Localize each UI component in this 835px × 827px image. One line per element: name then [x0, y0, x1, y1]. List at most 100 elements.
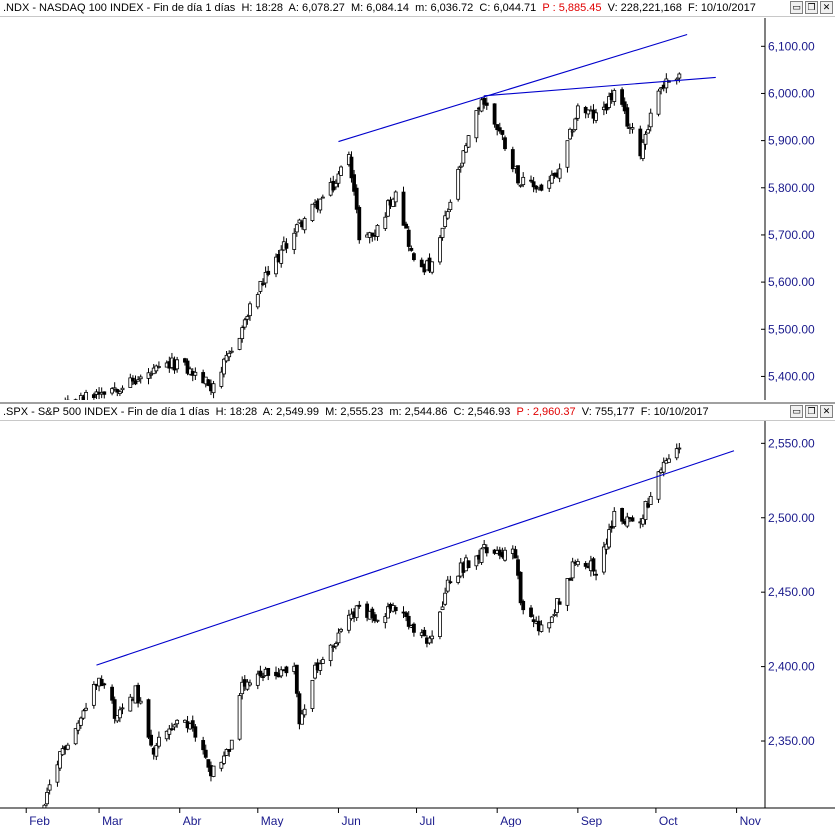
x-tick-label: Jul [420, 814, 435, 827]
spx-candle-body [443, 592, 448, 605]
ndx-candle-body [612, 90, 617, 102]
spx-candle-body [339, 628, 343, 632]
ndx-candle-body [386, 200, 390, 217]
spx-candle-body [570, 561, 575, 579]
spx-candle-body [203, 749, 208, 758]
spx-candle-body [73, 728, 78, 745]
spx-candle-body [438, 611, 442, 637]
top-m: M: 6,084.14 [350, 2, 410, 14]
spx-candle-body [430, 635, 435, 640]
ndx-candle-body [570, 130, 575, 133]
top-restore-button[interactable]: ❐ [805, 1, 818, 14]
top-minimize-button[interactable]: ▭ [790, 1, 803, 14]
ndx-candle-body [383, 216, 388, 229]
ndx-candle-body [448, 201, 453, 211]
bottom-minimize-button[interactable]: ▭ [790, 405, 803, 418]
ndx-candle-body [84, 392, 88, 400]
ndx-ytick-label: 6,000.00 [768, 86, 815, 100]
spx-candle-body [336, 632, 341, 644]
spx-candle-body [427, 637, 432, 644]
spx-candle-body [648, 495, 653, 505]
ndx-candle-body [117, 391, 122, 394]
spx-candle-body [313, 664, 317, 679]
spx-candle-body [547, 622, 552, 629]
x-tick-label: Mar [102, 814, 123, 827]
x-tick-label: Abr [183, 814, 202, 827]
bottom-mm: m: 2,544.86 [389, 406, 448, 418]
spx-candle-body [583, 563, 588, 567]
spx-candle-body [206, 759, 211, 768]
spx-ytick-label: 2,550.00 [768, 436, 815, 450]
ndx-trendline [484, 76, 716, 97]
bottom-close-button[interactable]: ✕ [820, 405, 833, 418]
spx-candle-body [81, 710, 86, 719]
ndx-candle-body [333, 183, 338, 188]
ndx-candle-body [274, 256, 278, 275]
ndx-candle-body [237, 337, 242, 350]
ndx-candle-body [575, 105, 580, 119]
ndx-candle-body [503, 137, 507, 150]
ndx-candle-body [263, 271, 268, 284]
spx-candle-body [302, 708, 307, 716]
ndx-ytick-label: 5,500.00 [768, 322, 815, 336]
spx-candle-body [245, 681, 250, 690]
top-window-buttons: ▭ ❐ ✕ [790, 1, 833, 14]
ndx-candle-body [77, 405, 80, 407]
spx-candle-body [445, 579, 450, 592]
ndx-candle-body [630, 127, 635, 130]
spx-candle-body [404, 612, 409, 618]
spx-candle-body [346, 614, 351, 631]
spx-candle-body [229, 739, 234, 750]
ndx-candle-body [112, 387, 117, 390]
spx-candle-body [354, 605, 359, 619]
ndx-candle-body [354, 187, 359, 210]
spx-candle-body [516, 559, 520, 576]
x-tick-label: Oct [659, 814, 678, 827]
ndx-candle-body [664, 78, 669, 89]
ndx-candle-body [445, 211, 450, 219]
spx-candle-body [42, 804, 47, 808]
spx-candle-body [219, 761, 224, 769]
top-close-button[interactable]: ✕ [820, 1, 833, 14]
ndx-candle-body [656, 90, 661, 115]
spx-candle-body [99, 679, 104, 687]
ndx-candle-body [549, 174, 554, 184]
ndx-candle-body [565, 140, 570, 168]
spx-candle-body [318, 663, 323, 671]
panel-divider[interactable] [0, 402, 835, 404]
ndx-candle-body [406, 229, 411, 247]
bottom-a: A: 2,549.99 [262, 406, 319, 418]
spx-candle-body [646, 503, 651, 508]
spx-ytick-label: 2,400.00 [768, 660, 815, 674]
ndx-candle-body [146, 372, 151, 379]
spx-candle-body [412, 623, 416, 633]
spx-candle-body [310, 679, 315, 709]
spx-candle-body [284, 666, 289, 674]
spx-candle-body [193, 726, 198, 738]
ndx-candle-body [404, 223, 409, 229]
ndx-candle-body [211, 383, 216, 394]
bottom-h: H: 18:28 [215, 406, 258, 418]
spx-candle-body [474, 555, 479, 567]
spx-candle-body [320, 659, 325, 664]
spx-candle-body [258, 670, 263, 677]
ndx-candle-body [294, 224, 299, 233]
ndx-candle-body [242, 319, 247, 328]
bottom-restore-button[interactable]: ❐ [805, 405, 818, 418]
ndx-candle-body [115, 389, 120, 393]
ndx-candle-body [643, 133, 648, 145]
ndx-candle-body [91, 394, 96, 398]
ndx-candle-body [149, 373, 154, 376]
spx-candle-body [656, 471, 661, 500]
x-tick-label: May [261, 814, 284, 827]
spx-ytick-label: 2,500.00 [768, 511, 815, 525]
spx-candle-body [248, 682, 252, 686]
spx-candle-body [224, 749, 229, 756]
x-tick-label: Ago [500, 814, 522, 827]
ndx-candle-body [229, 350, 234, 353]
spx-candle-body [60, 748, 65, 756]
spx-candle-body [47, 784, 52, 791]
spx-candle-body [565, 578, 570, 606]
ndx-candle-body [206, 379, 211, 386]
